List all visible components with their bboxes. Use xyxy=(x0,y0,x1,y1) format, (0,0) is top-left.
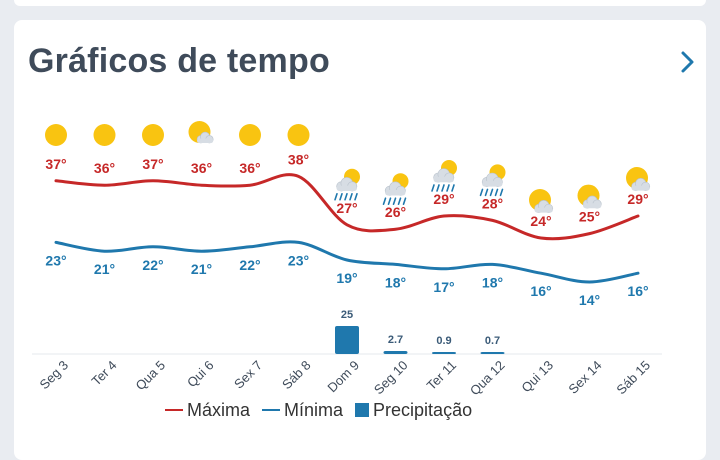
min-temperature-label: 14° xyxy=(579,292,600,308)
min-temperature-label: 16° xyxy=(530,283,551,299)
day-tick-label: Ter 4 xyxy=(89,358,120,389)
chevron-right-icon[interactable] xyxy=(673,48,701,76)
max-line-swatch xyxy=(165,409,183,411)
day-tick-label: Qui 13 xyxy=(518,358,556,396)
partly-cloudy-icon xyxy=(626,167,651,191)
precip-swatch xyxy=(355,403,370,417)
max-temperature-label: 38° xyxy=(288,151,309,167)
min-temperature-label: 18° xyxy=(385,274,406,290)
precipitation-bar xyxy=(383,350,408,354)
sun-icon xyxy=(239,124,261,146)
chart-legend: Máxima Mínima Precipitação xyxy=(165,397,535,423)
min-line-swatch xyxy=(262,409,281,411)
day-tick-label: Ter 11 xyxy=(424,358,459,393)
precipitation-label: 0.7 xyxy=(485,335,500,347)
max-temperature-label: 37° xyxy=(45,156,66,172)
max-temperature-label: 29° xyxy=(627,191,648,207)
partly-cloudy-icon xyxy=(577,184,602,209)
rain-sun-icon xyxy=(382,173,409,205)
day-tick-label: Sáb 15 xyxy=(613,358,653,398)
max-temperature-label: 29° xyxy=(433,191,454,207)
min-temperature-label: 21° xyxy=(94,261,115,277)
legend-item-min: Mínima xyxy=(262,400,343,421)
sun-icon xyxy=(142,124,164,146)
max-temperature-label: 36° xyxy=(94,160,115,176)
day-tick-label: Qua 12 xyxy=(467,358,508,399)
min-temperature-label: 23° xyxy=(45,252,66,268)
max-temperature-label: 28° xyxy=(482,195,503,211)
min-temperature-label: 17° xyxy=(433,279,454,295)
partly-cloudy-icon xyxy=(529,189,554,213)
previous-card xyxy=(14,0,706,6)
max-temperature-label: 37° xyxy=(142,156,163,172)
day-tick-label: Sex 14 xyxy=(565,358,604,397)
legend-item-max: Máxima xyxy=(165,400,250,421)
min-temperature-label: 21° xyxy=(191,261,212,277)
precipitation-label: 2.7 xyxy=(388,334,403,346)
sun-cloud-icon xyxy=(188,121,214,144)
max-temperature-label: 27° xyxy=(336,200,357,216)
precipitation-label: 0.9 xyxy=(436,335,451,347)
min-temperature-label: 18° xyxy=(482,274,503,290)
legend-precip-label: Precipitação xyxy=(373,399,473,420)
precipitation-bar xyxy=(432,352,456,354)
weather-chart: 37° 36° 37° 36° 36° 38° 27° 26° 29° 28° 24° 25° 29° 2… xyxy=(32,121,662,399)
sun-icon xyxy=(287,124,310,146)
legend-min-label: Mínima xyxy=(284,399,344,420)
rain-sun-icon xyxy=(334,168,360,201)
min-temperature-label: 16° xyxy=(627,283,648,299)
rain-sun-icon xyxy=(479,164,506,197)
sun-icon xyxy=(45,124,67,146)
weather-charts-card: Gráficos de tempo xyxy=(14,20,706,460)
legend-item-precip: Precipitação xyxy=(355,400,472,421)
precipitation-label: 25 xyxy=(341,309,353,321)
max-temperature-label: 36° xyxy=(239,160,260,176)
min-temperature-label: 19° xyxy=(336,270,357,286)
day-tick-label: Seg 10 xyxy=(371,358,411,398)
day-tick-label: Dom 9 xyxy=(324,358,362,396)
min-temperature-label: 22° xyxy=(142,257,163,273)
precipitation-bar xyxy=(480,352,505,354)
min-temperature-label: 23° xyxy=(288,252,309,268)
rain-sun-icon xyxy=(431,160,457,192)
sun-icon xyxy=(93,124,116,146)
max-temperature-label: 24° xyxy=(530,213,551,229)
legend-max-label: Máxima xyxy=(187,399,251,420)
min-temperature-line xyxy=(54,240,640,284)
day-tick-label: Qua 5 xyxy=(132,358,168,394)
max-temperature-line xyxy=(54,173,640,241)
max-temperature-label: 26° xyxy=(385,204,406,220)
day-tick-label: Qui 6 xyxy=(184,358,217,391)
min-temperature-label: 22° xyxy=(239,257,260,273)
page-title: Gráficos de tempo xyxy=(28,42,330,80)
max-temperature-label: 25° xyxy=(579,209,600,225)
max-temperature-label: 36° xyxy=(191,160,212,176)
day-tick-label: Sex 7 xyxy=(231,358,265,392)
day-tick-label: Seg 3 xyxy=(36,358,71,393)
precipitation-bar xyxy=(335,326,359,354)
day-tick-label: Sáb 8 xyxy=(279,358,314,393)
